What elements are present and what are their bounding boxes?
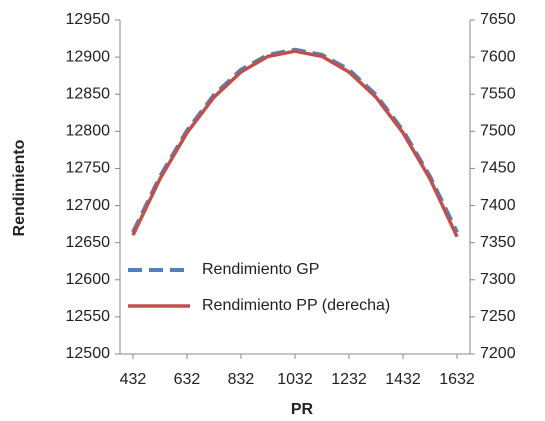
y2-tick-label: 7500 <box>480 123 516 140</box>
y2-tick-label: 7400 <box>480 197 516 214</box>
x-tick-label: 1232 <box>331 371 367 388</box>
y-tick-label: 12500 <box>66 345 111 362</box>
y-axis-label: Rendimiento <box>11 139 28 236</box>
y2-tick-label: 7300 <box>480 271 516 288</box>
x-tick-label: 1032 <box>277 371 313 388</box>
x-tick-label: 1432 <box>385 371 421 388</box>
y2-tick-label: 7450 <box>480 160 516 177</box>
x-tick-label: 432 <box>120 371 147 388</box>
y2-tick-label: 7600 <box>480 48 516 65</box>
y-tick-label: 12950 <box>66 11 111 28</box>
y-tick-label: 12800 <box>66 123 111 140</box>
y2-tick-label: 7550 <box>480 85 516 102</box>
legend-label: Rendimiento GP <box>202 261 319 278</box>
y2-tick-label: 7650 <box>480 11 516 28</box>
y-tick-label: 12900 <box>66 48 111 65</box>
x-tick-label: 1632 <box>439 371 475 388</box>
y2-tick-label: 7250 <box>480 308 516 325</box>
y-tick-label: 12700 <box>66 197 111 214</box>
legend-label: Rendimiento PP (derecha) <box>202 297 390 314</box>
y-tick-label: 12750 <box>66 160 111 177</box>
y2-tick-label: 7200 <box>480 345 516 362</box>
x-axis-label: PR <box>291 401 314 418</box>
y-tick-label: 12600 <box>66 271 111 288</box>
series-line <box>131 49 459 238</box>
y-tick-label: 12650 <box>66 234 111 251</box>
x-tick-label: 832 <box>228 371 255 388</box>
y2-tick-label: 7350 <box>480 234 516 251</box>
y-tick-label: 12850 <box>66 85 111 102</box>
x-tick-label: 632 <box>174 371 201 388</box>
y-tick-label: 12550 <box>66 308 111 325</box>
